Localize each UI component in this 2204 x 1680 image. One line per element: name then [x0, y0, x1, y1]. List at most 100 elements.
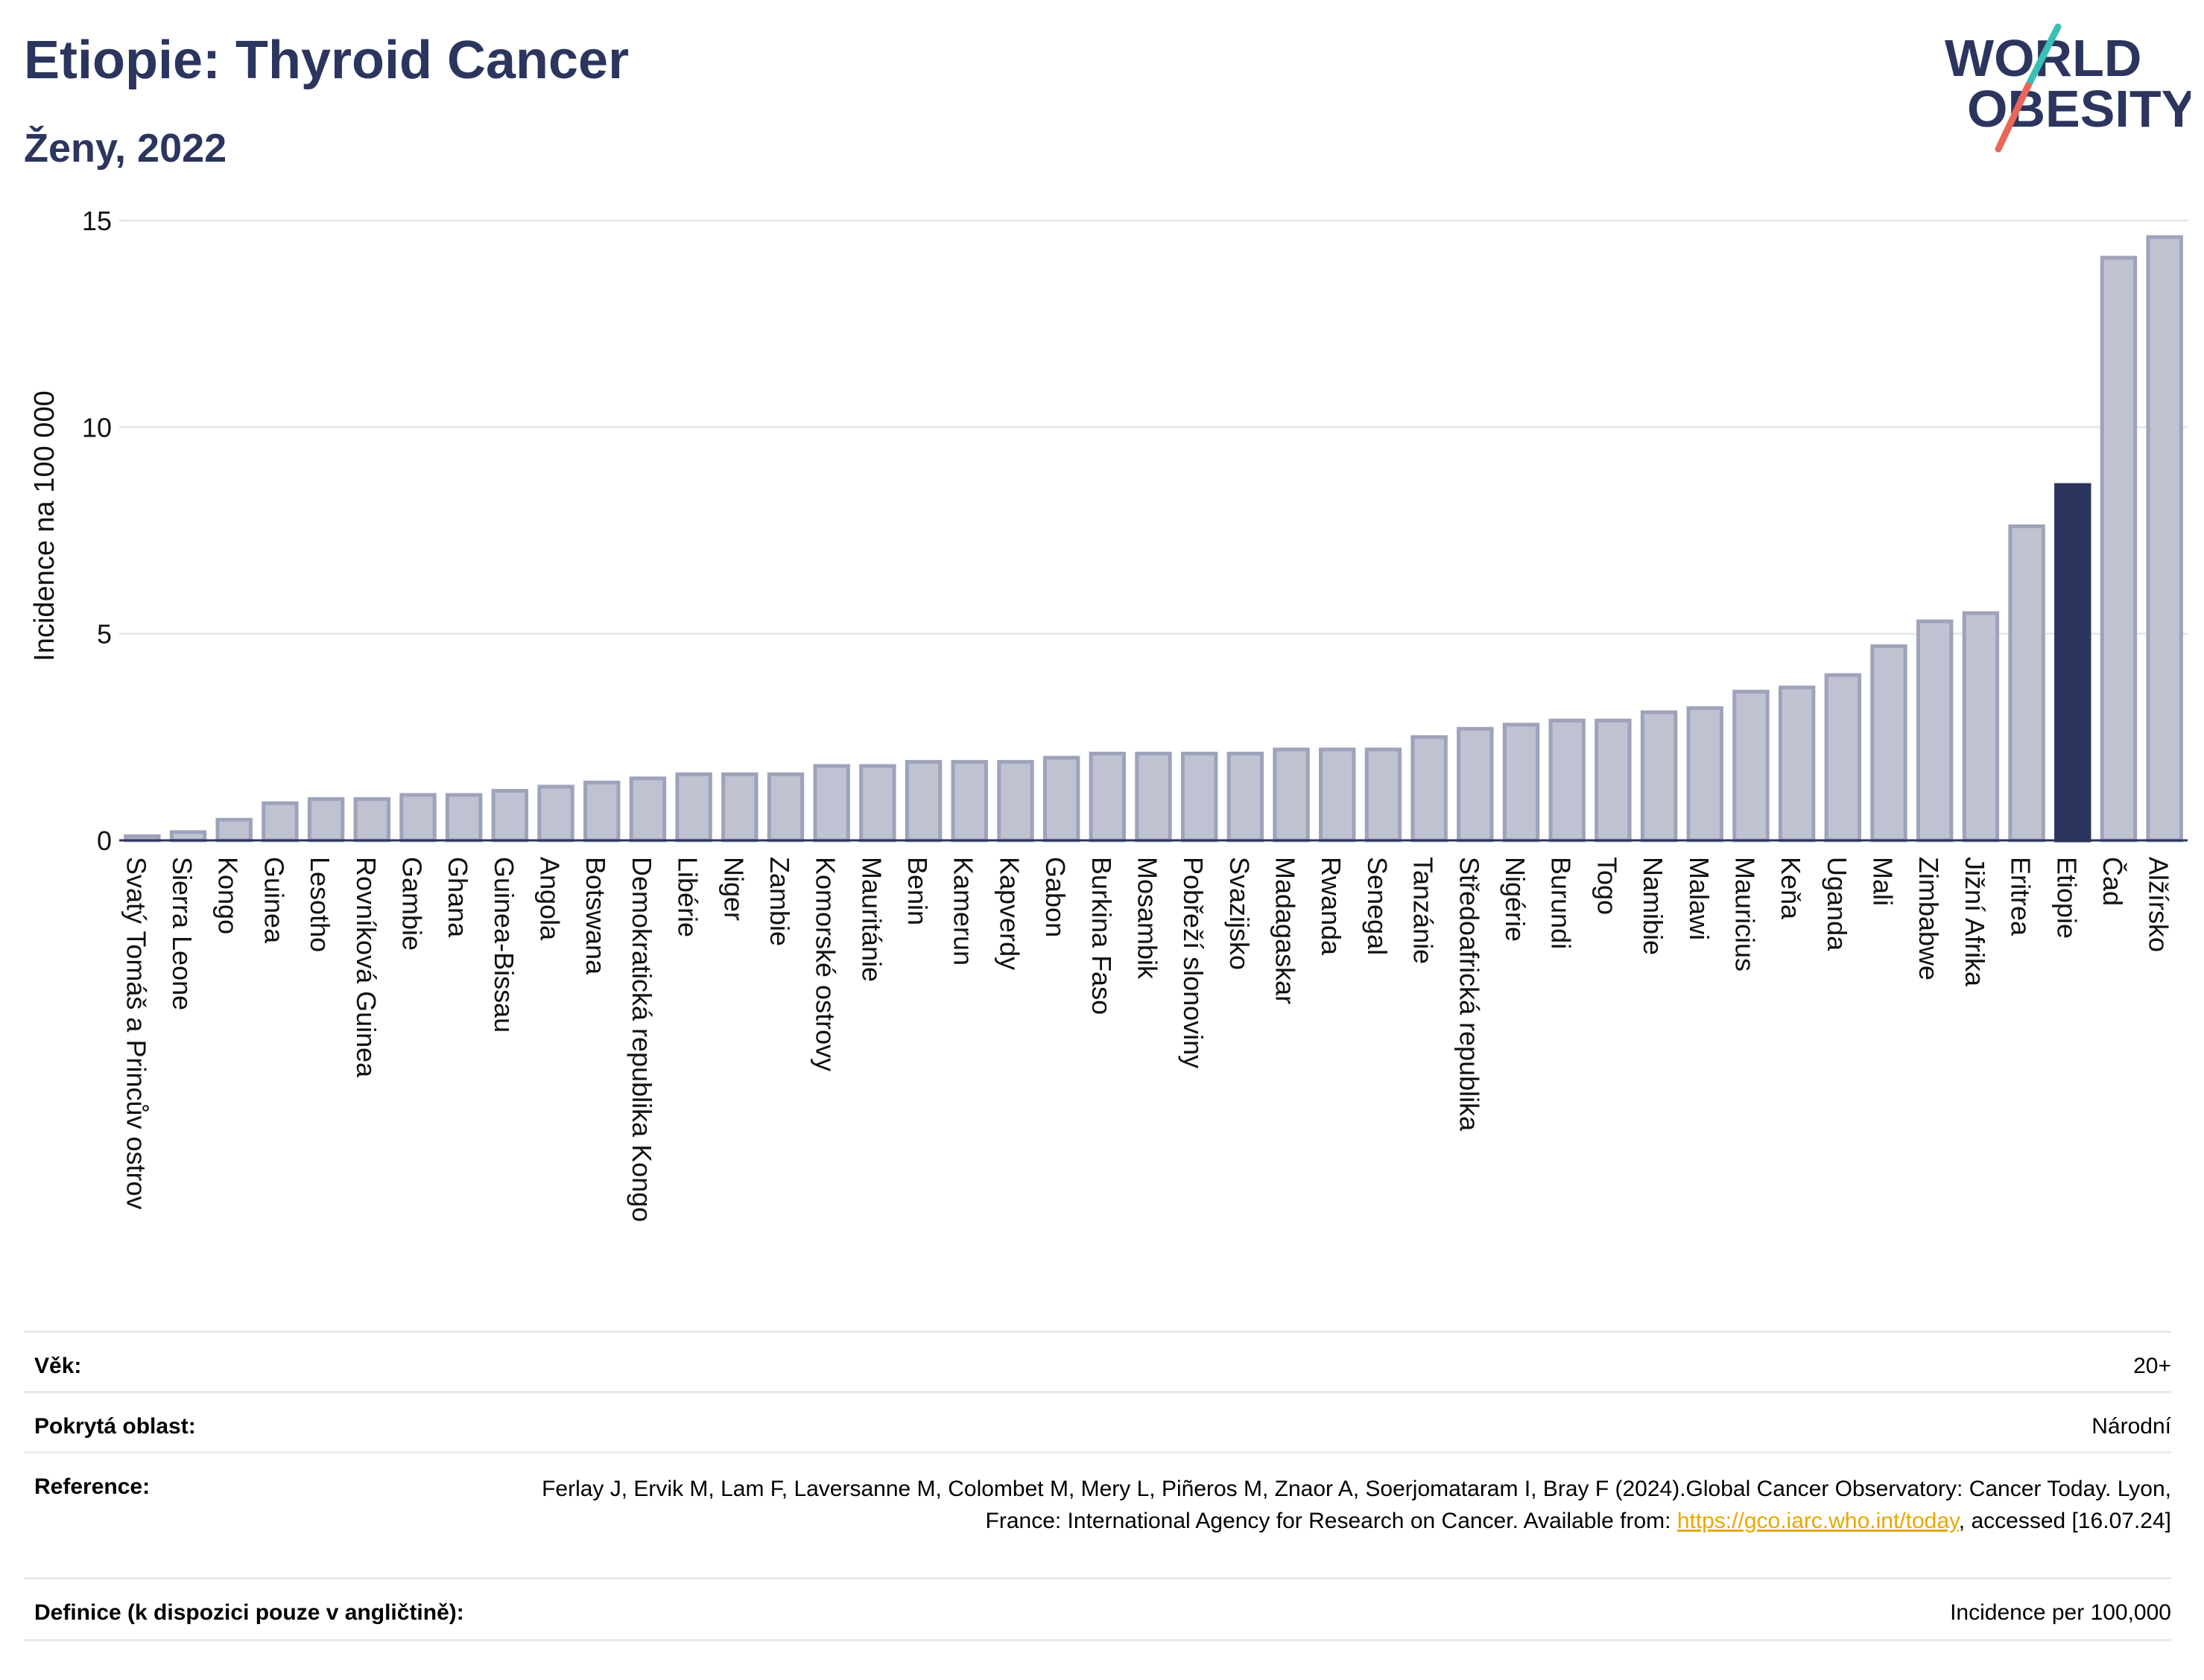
x-tick-label: Botswana	[580, 857, 611, 975]
y-axis-label: Incidence na 100 000	[29, 390, 60, 661]
bar-5[interactable]	[307, 797, 345, 843]
bar-7[interactable]	[399, 793, 437, 843]
x-tick-label: Tanzánie	[1408, 857, 1439, 964]
age-value: 20+	[2133, 1354, 2171, 1378]
definition-value: Incidence per 100,000	[1950, 1600, 2171, 1625]
x-tick-label: Pobřeží slonoviny	[1178, 857, 1209, 1068]
x-tick-label: Mosambik	[1132, 857, 1162, 980]
x-tick-label: Eritrea	[2006, 857, 2036, 936]
logo-word-obesity: OBESITY	[1967, 80, 2191, 138]
y-tick-label: 0	[97, 825, 112, 856]
bar-4[interactable]	[262, 801, 299, 843]
x-tick-label: Kamerun	[949, 857, 979, 966]
bar-34[interactable]	[1640, 710, 1678, 843]
x-tick-label: Středoafrická republika	[1454, 857, 1484, 1132]
bar-16[interactable]	[813, 764, 850, 843]
bar-9[interactable]	[491, 788, 529, 843]
bar-11[interactable]	[583, 780, 621, 843]
x-tick-label: Uganda	[1822, 857, 1852, 951]
world-obesity-logo: WORLD OBESITY	[1945, 23, 2191, 153]
bar-31[interactable]	[1502, 723, 1540, 843]
area-value: Národní	[2091, 1414, 2171, 1439]
bar-19[interactable]	[951, 760, 988, 843]
x-tick-label: Zambie	[764, 857, 795, 946]
x-tick-label: Rwanda	[1316, 857, 1346, 956]
x-tick-label: Etiopie	[2051, 857, 2082, 939]
bar-14[interactable]	[721, 772, 759, 843]
y-tick-label: 5	[97, 619, 112, 650]
bar-43[interactable]	[2054, 483, 2091, 843]
bar-45[interactable]	[2146, 235, 2183, 843]
bar-40[interactable]	[1916, 619, 1954, 843]
reference-row: Reference: Ferlay J, Ervik M, Lam F, Lav…	[24, 1451, 2171, 1577]
bar-17[interactable]	[859, 764, 896, 843]
bar-30[interactable]	[1457, 726, 1494, 843]
x-tick-label: Benin	[902, 857, 933, 925]
bar-8[interactable]	[445, 793, 483, 843]
bar-26[interactable]	[1273, 747, 1310, 843]
bar-18[interactable]	[905, 760, 943, 843]
y-axis-ticks: 0 5 10 15	[82, 206, 112, 856]
bar-41[interactable]	[1962, 611, 2000, 843]
x-tick-label: Lesotho	[305, 857, 335, 952]
bar-15[interactable]	[767, 772, 805, 843]
reference-text-part-2: , accessed [16.07.24]	[1958, 1509, 2171, 1533]
bar-25[interactable]	[1226, 752, 1264, 843]
bar-37[interactable]	[1778, 685, 1816, 843]
x-tick-label: Niger	[718, 857, 749, 921]
x-tick-label: Zimbabwe	[1913, 857, 1944, 980]
x-tick-label: Rovníková Guinea	[351, 857, 381, 1078]
bar-20[interactable]	[997, 760, 1034, 843]
bar-10[interactable]	[537, 784, 574, 843]
x-tick-label: Gabon	[1040, 857, 1071, 937]
reference-text: Ferlay J, Ervik M, Lam F, Laversanne M, …	[532, 1473, 2171, 1537]
x-tick-label: Komorské ostrovy	[811, 857, 841, 1071]
bar-35[interactable]	[1686, 706, 1723, 843]
age-label: Věk:	[34, 1354, 82, 1378]
chart-subtitle: Ženy, 2022	[24, 126, 227, 171]
bar-chart: 0 5 10 15 Incidence na 100 000 Svatý Tomáš …	[29, 206, 2188, 1222]
definition-row: Definice (k dispozici pouze v angličtině…	[24, 1577, 2171, 1641]
bar-44[interactable]	[2100, 256, 2138, 843]
x-tick-label: Kapverdy	[994, 857, 1025, 970]
bar-6[interactable]	[353, 797, 390, 843]
bar-23[interactable]	[1135, 752, 1172, 843]
bar-24[interactable]	[1180, 752, 1218, 843]
x-tick-label: Nigérie	[1500, 857, 1530, 942]
x-tick-label: Madagaskar	[1270, 857, 1301, 1004]
x-tick-label: Namibie	[1638, 857, 1668, 955]
bar-12[interactable]	[629, 776, 667, 843]
x-tick-label: Malawi	[1684, 857, 1714, 940]
bar-22[interactable]	[1089, 752, 1127, 843]
bar-38[interactable]	[1824, 673, 1862, 843]
bar-21[interactable]	[1042, 755, 1080, 843]
x-tick-label: Keňa	[1776, 857, 1806, 920]
bar-27[interactable]	[1319, 747, 1356, 843]
y-tick-label: 15	[82, 206, 112, 236]
x-tick-label: Mauritánie	[856, 857, 887, 982]
reference-label: Reference:	[34, 1474, 151, 1499]
bar-28[interactable]	[1364, 747, 1402, 843]
bar-39[interactable]	[1870, 644, 1907, 843]
x-tick-label: Kongo	[213, 857, 244, 934]
bar-36[interactable]	[1732, 689, 1770, 843]
bar-13[interactable]	[675, 772, 712, 843]
x-tick-label: Sierra Leone	[167, 857, 197, 1010]
bar-29[interactable]	[1410, 735, 1448, 843]
bar-42[interactable]	[2008, 524, 2045, 843]
x-tick-label: Angola	[535, 857, 566, 941]
x-tick-label: Alžírsko	[2144, 857, 2174, 952]
gridlines	[119, 219, 2188, 635]
x-tick-label: Togo	[1592, 857, 1622, 915]
age-row: Věk: 20+	[24, 1331, 2171, 1391]
reference-link[interactable]: https://gco.iarc.who.int/today	[1676, 1509, 1959, 1533]
bar-33[interactable]	[1595, 718, 1632, 843]
x-tick-label: Burkina Faso	[1086, 857, 1117, 1015]
x-tick-label: Mauricius	[1729, 857, 1760, 971]
bar-3[interactable]	[215, 817, 253, 843]
area-row: Pokrytá oblast: Národní	[24, 1391, 2171, 1451]
x-axis-tick-labels: Svatý Tomáš a Princův ostrov Sierra Leone…	[121, 857, 2173, 1222]
bar-32[interactable]	[1548, 718, 1586, 843]
bar-2[interactable]	[169, 830, 207, 843]
x-tick-label: Mali	[1868, 857, 1899, 906]
